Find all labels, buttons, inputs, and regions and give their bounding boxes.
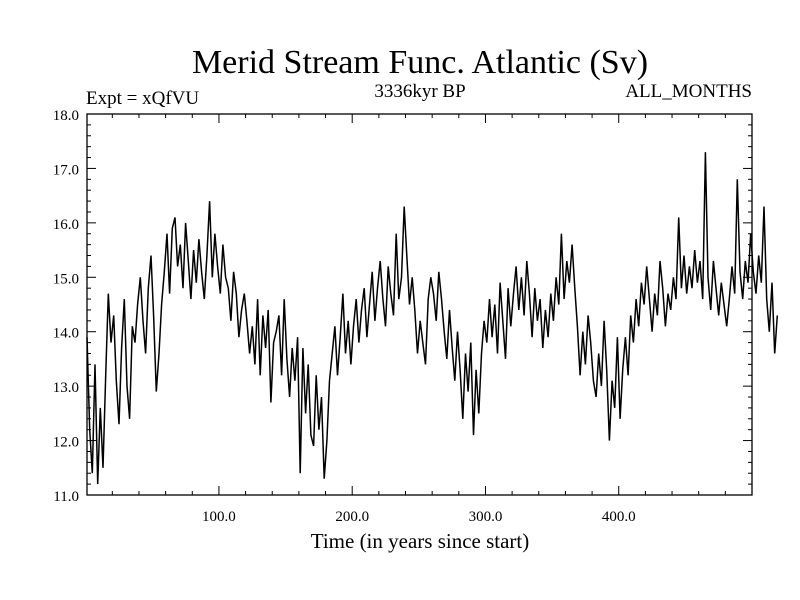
chart-title: Merid Stream Func. Atlantic (Sv): [192, 44, 648, 81]
series-line: [86, 152, 779, 485]
x-axis: 100.0 200.0 300.0 400.0: [111, 114, 726, 525]
x-tick-label: 400.0: [602, 509, 636, 525]
y-tick-label: 18.0: [53, 108, 79, 124]
plot-frame: [86, 113, 753, 496]
x-tick-label: 300.0: [469, 509, 503, 525]
x-axis-label: Time (in years since start): [311, 529, 530, 553]
x-tick-label: 100.0: [202, 509, 236, 525]
period-label: 3336kyr BP: [374, 81, 465, 102]
y-tick-label: 12.0: [53, 435, 79, 451]
y-axis: 11.0 12.0 13.0 14.0 15.0 16.0 17.0 18.0: [53, 108, 752, 505]
x-tick-label: 200.0: [335, 509, 369, 525]
y-tick-label: 13.0: [53, 380, 79, 396]
y-tick-label: 15.0: [53, 271, 79, 287]
y-tick-label: 16.0: [53, 217, 79, 233]
y-tick-label: 11.0: [53, 489, 79, 505]
experiment-label: Expt = xQfVU: [86, 88, 199, 109]
months-label: ALL_MONTHS: [625, 81, 752, 102]
y-tick-label: 14.0: [53, 326, 79, 342]
y-tick-label: 17.0: [53, 162, 79, 178]
series-layer: [86, 152, 779, 485]
